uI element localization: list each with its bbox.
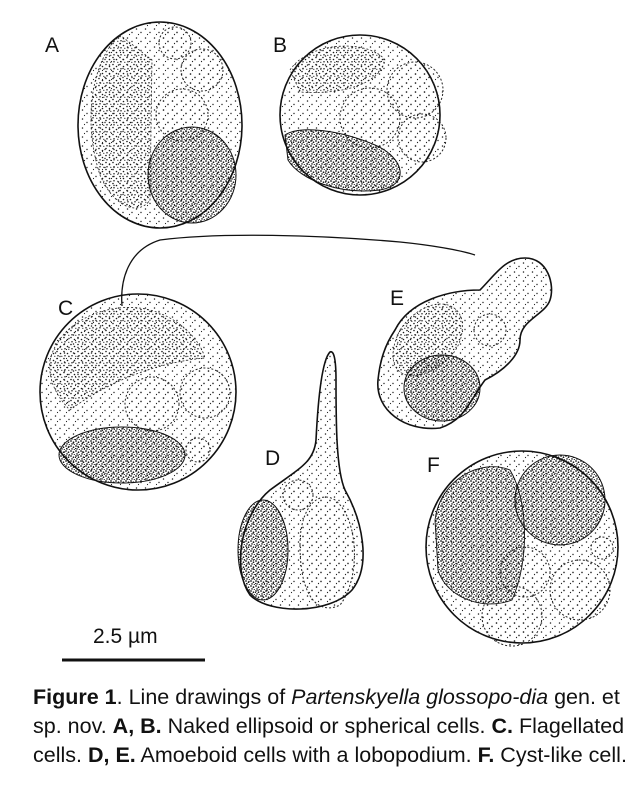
caption-species: Partenskyella glossopo-dia: [291, 685, 549, 709]
figure-drawings: A B C D E: [39, 21, 619, 662]
cell-b: B: [273, 34, 447, 196]
caption-text2: gen. et sp. nov.: [33, 685, 620, 738]
caption-de-label: D, E.: [87, 743, 136, 767]
cell-c: C: [39, 234, 476, 491]
scale-bar-label: 2.5 µm: [93, 625, 158, 648]
caption-c-label: C.: [491, 714, 513, 738]
panel-label-c: C: [58, 297, 73, 320]
caption-f-text: Cyst-like cell.: [494, 743, 627, 767]
caption-figure-label: Figure 1: [33, 685, 117, 709]
panel-label-b: B: [273, 34, 287, 57]
caption-c-text: Flagellated cells.: [33, 714, 625, 767]
panel-label-e: E: [390, 287, 404, 310]
panel-label-a: A: [45, 34, 59, 57]
cell-d: D: [237, 351, 364, 610]
cell-f: F: [425, 450, 619, 647]
panel-label-f: F: [427, 454, 440, 477]
figure-caption: Figure 1. Line drawings of Partenskyella…: [33, 683, 633, 770]
caption-text1: Line drawings of: [128, 685, 292, 709]
cell-a: A: [45, 21, 243, 229]
caption-ab-label: A, B.: [112, 714, 162, 738]
caption-f-label: F.: [477, 743, 495, 767]
panel-label-d: D: [265, 447, 280, 470]
caption-ab-text: Naked ellipsoid or spherical cells.: [161, 714, 492, 738]
flagellum: [121, 234, 476, 307]
caption-sep: .: [116, 685, 129, 709]
caption-de-text: Amoeboid cells with a lobopodium.: [135, 743, 478, 767]
cell-e: E: [377, 257, 553, 430]
scale-bar: 2.5 µm: [62, 625, 205, 662]
